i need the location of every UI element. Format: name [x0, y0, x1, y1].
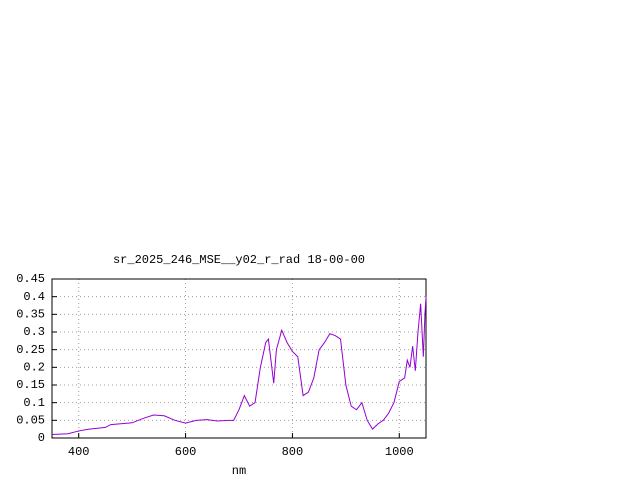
data-line — [51, 296, 427, 435]
x-tick-label: 800 — [282, 445, 304, 459]
y-tick-label: 0 — [38, 431, 45, 445]
y-tick-label: 0.15 — [16, 378, 45, 392]
x-axis-label: nm — [232, 464, 246, 478]
y-tick-label: 0.4 — [23, 290, 45, 304]
y-tick-label: 0.2 — [23, 361, 45, 375]
y-tick-label: 0.45 — [16, 272, 45, 286]
y-tick-label: 0.1 — [23, 396, 45, 410]
y-tick-label: 0.3 — [23, 325, 45, 339]
y-tick-label: 0.35 — [16, 308, 45, 322]
chart-title: sr_2025_246_MSE__y02_r_rad 18-00-00 — [113, 253, 365, 267]
y-tick-label: 0.25 — [16, 343, 45, 357]
x-tick-label: 600 — [175, 445, 197, 459]
x-tick-label: 1000 — [385, 445, 414, 459]
x-tick-label: 400 — [68, 445, 90, 459]
y-tick-label: 0.05 — [16, 414, 45, 428]
plot-frame — [51, 278, 427, 439]
